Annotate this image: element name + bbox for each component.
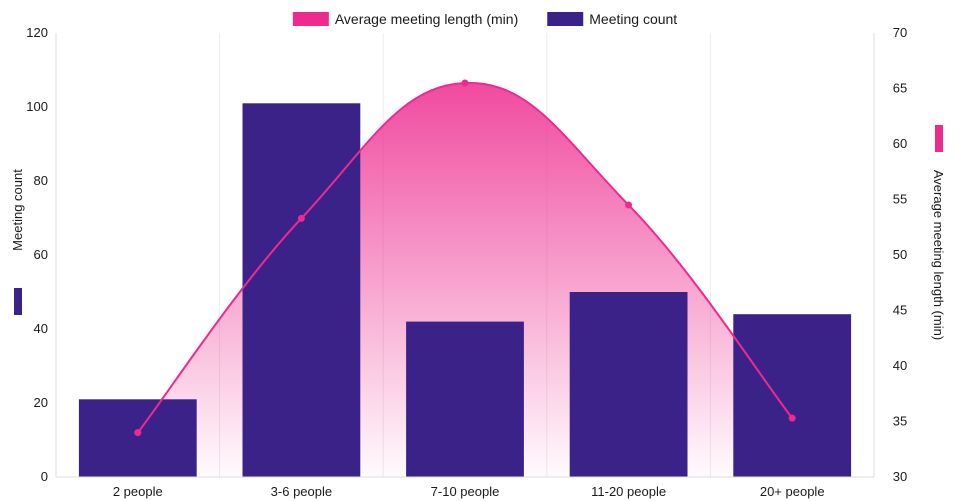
avg-length-line xyxy=(134,79,796,437)
right-tick-label: 35 xyxy=(893,414,907,429)
meeting-count-bars xyxy=(78,103,852,478)
bar-11-20-people xyxy=(569,292,688,477)
right-tick-label: 55 xyxy=(893,192,907,207)
left-axis-title: Meeting count xyxy=(10,169,25,251)
left-tick-label: 0 xyxy=(41,469,48,484)
avg-length-point-4 xyxy=(625,201,633,209)
x-tick-label: 11-20 people xyxy=(591,484,666,499)
legend-swatch xyxy=(292,12,329,26)
legend-label: Meeting count xyxy=(589,11,677,27)
x-tick-label: 7-10 people xyxy=(431,484,500,499)
avg-length-point-2 xyxy=(297,214,305,222)
right-tick-label: 40 xyxy=(893,358,907,373)
avg-length-point-3 xyxy=(461,79,469,87)
bar-3-6-people xyxy=(242,103,361,478)
left-tick-label: 120 xyxy=(26,25,48,40)
left-tick-label: 20 xyxy=(34,395,48,410)
bar-2-people xyxy=(78,399,197,477)
x-tick-label: 2 people xyxy=(113,484,163,499)
axes: 0 20 40 60 80 100 120 30 35 40 45 50 55 60 65 70 2 peopl… xyxy=(10,25,946,499)
bar-20-people xyxy=(733,314,852,477)
left-tick-label: 100 xyxy=(26,99,48,114)
right-axis-series-swatch xyxy=(935,125,943,152)
avg-length-point-5 xyxy=(788,414,796,422)
bar-7-10-people xyxy=(406,321,524,477)
right-tick-label: 45 xyxy=(893,303,907,318)
left-axis-series-swatch xyxy=(14,288,22,315)
left-tick-label: 40 xyxy=(34,321,48,336)
left-tick-label: 80 xyxy=(34,173,48,188)
left-tick-label: 60 xyxy=(34,247,48,262)
avg-length-point-1 xyxy=(134,429,142,437)
right-axis-title: Average meeting length (min) xyxy=(931,170,946,340)
x-tick-label: 3-6 people xyxy=(271,484,332,499)
legend-label: Average meeting length (min) xyxy=(335,11,518,27)
legend-swatch xyxy=(547,12,584,26)
right-tick-label: 70 xyxy=(893,25,907,40)
right-tick-label: 50 xyxy=(893,247,907,262)
right-tick-label: 30 xyxy=(893,469,907,484)
right-tick-label: 65 xyxy=(893,81,907,96)
right-tick-label: 60 xyxy=(893,136,907,151)
x-tick-label: 20+ people xyxy=(760,484,825,499)
legend[interactable]: Average meeting length (min) Meeting coun… xyxy=(292,11,677,27)
